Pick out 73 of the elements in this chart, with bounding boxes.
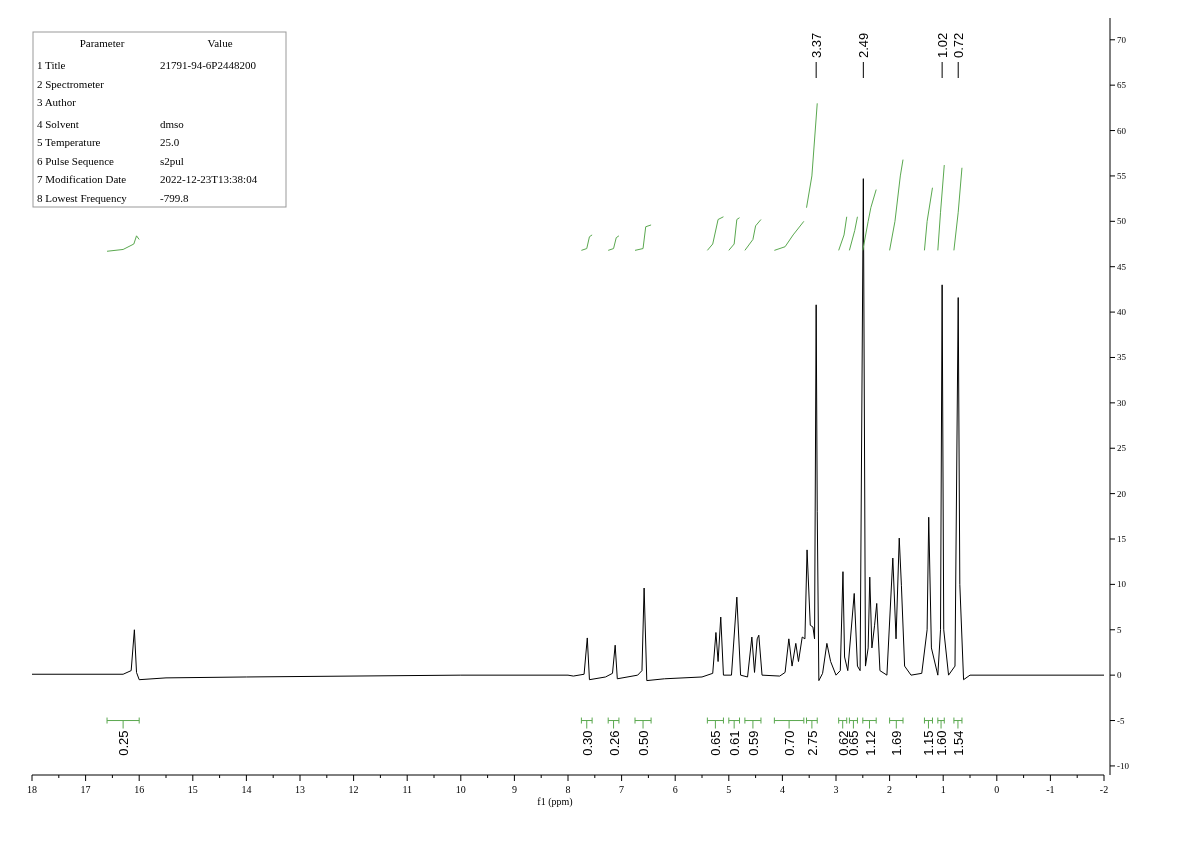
y-tick-label: 35: [1117, 352, 1127, 363]
annotation: Value: [207, 37, 233, 49]
annotation: 4 Solvent: [37, 117, 79, 130]
x-tick-label: 11: [402, 784, 413, 795]
x-tick-label: 14: [241, 784, 252, 795]
annotation: 0.72: [951, 32, 967, 58]
annotation: 0.50: [636, 730, 652, 756]
annotation: 1.12: [862, 730, 878, 756]
y-tick-label: 5: [1117, 624, 1122, 635]
annotation: 0.26: [606, 730, 622, 756]
x-tick-label: 10: [455, 784, 466, 795]
annotation: 21791-94-6P2448200: [160, 59, 257, 71]
y-tick-label: 45: [1117, 261, 1127, 272]
annotation: 3 Author: [37, 96, 77, 108]
y-tick-label: 60: [1117, 125, 1127, 136]
x-tick-label: -2: [1099, 784, 1109, 795]
annotation: 0.65: [708, 730, 724, 756]
annotation: Parameter: [79, 37, 125, 49]
annotation: 7 Modification Date: [37, 173, 127, 185]
x-tick-label: 3: [833, 784, 839, 795]
annotation: 0.61: [727, 730, 743, 756]
x-tick-label: 1: [940, 784, 946, 795]
annotation: 2.75: [804, 730, 820, 756]
y-tick-label: 65: [1117, 80, 1127, 91]
y-tick-label: 50: [1117, 216, 1127, 227]
y-tick-label: 25: [1117, 443, 1127, 454]
x-tick-label: 15: [187, 784, 198, 795]
x-tick-label: 5: [726, 784, 732, 795]
annotation: 8 Lowest Frequency: [37, 191, 128, 204]
annotation: 2 Spectrometer: [37, 77, 105, 90]
y-tick-label: 15: [1117, 534, 1127, 544]
annotation: 0.59: [745, 730, 761, 756]
x-tick-label: 16: [134, 784, 145, 795]
annotation: 2022-12-23T13:38:04: [160, 173, 258, 185]
y-tick-label: 70: [1117, 34, 1127, 45]
x-tick-label: 18: [27, 784, 37, 795]
x-tick-label: -1: [1046, 784, 1055, 795]
x-axis-title: f1 (ppm): [537, 796, 573, 808]
x-tick-label: 9: [511, 784, 517, 795]
annotation: 1.60: [934, 730, 950, 756]
x-tick-label: 7: [619, 784, 625, 795]
y-tick-label: -10: [1117, 760, 1130, 771]
y-tick-label: 30: [1117, 397, 1127, 408]
x-tick-label: 6: [672, 784, 678, 795]
annotation: 1.54: [950, 730, 966, 756]
annotation: 5 Temperature: [37, 136, 101, 148]
annotation: 0.25: [116, 730, 132, 756]
x-tick-label: 4: [779, 784, 785, 795]
x-tick-label: 0: [994, 784, 1000, 795]
annotation: 1.15: [921, 730, 937, 756]
annotation: 1 Title: [37, 59, 66, 71]
annotation: 25.0: [160, 136, 180, 148]
y-tick-label: 40: [1117, 307, 1127, 318]
annotation: 1.02: [935, 32, 951, 58]
y-tick-label: 0: [1117, 670, 1122, 681]
x-tick-label: 8: [565, 784, 571, 795]
annotation: dmso: [160, 117, 185, 130]
x-tick-label: 13: [295, 784, 305, 795]
annotation: 6 Pulse Sequence: [37, 154, 115, 167]
annotation: 1.69: [889, 730, 905, 756]
x-tick-label: 2: [887, 784, 893, 795]
annotation: -799.8: [160, 191, 189, 204]
y-tick-label: 55: [1117, 170, 1127, 181]
annotation: s2pul: [160, 154, 184, 167]
annotation: 3.37: [809, 32, 825, 58]
y-tick-label: 10: [1117, 579, 1127, 590]
annotation: 0.70: [782, 730, 798, 756]
annotation: 2.49: [856, 32, 872, 58]
annotation: 0.30: [579, 730, 595, 756]
x-tick-label: 17: [80, 784, 91, 795]
y-tick-label: -5: [1117, 715, 1125, 726]
y-tick-label: 20: [1117, 488, 1127, 499]
x-tick-label: 12: [348, 784, 359, 795]
